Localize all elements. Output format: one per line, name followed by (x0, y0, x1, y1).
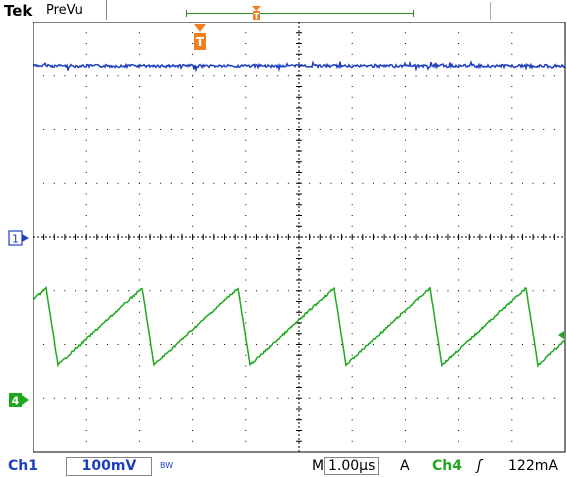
acquisition-mode-label: PreVu (46, 3, 83, 18)
record-view-bar (186, 10, 414, 17)
top-status-bar: Tek PreVu T (0, 0, 567, 22)
ch4-ground-marker[interactable]: 4 (8, 392, 30, 408)
trigger-level-value[interactable]: 122mA (508, 458, 558, 474)
trigger-position-marker[interactable]: T (193, 24, 207, 52)
trigger-level-marker (558, 331, 564, 339)
ch4-marker-label: 4 (12, 395, 20, 408)
trigger-marker-label: T (196, 35, 205, 49)
ch1-ground-marker[interactable]: 1 (8, 230, 30, 246)
ch1-label[interactable]: Ch1 (8, 458, 38, 474)
ch1-marker-label: 1 (12, 233, 19, 246)
bottom-status-bar: Ch1 100mV BW M 1.00µs A Ch4 ʃ 122mA (0, 456, 567, 477)
trigger-slope-icon[interactable]: ʃ (477, 458, 482, 474)
graticule-and-waveforms (32, 21, 566, 453)
ch4-waveform (32, 285, 566, 369)
timebase-label: M (312, 458, 325, 474)
waveform-display[interactable] (32, 21, 567, 454)
ch1-scale-value[interactable]: 100mV (66, 457, 152, 476)
divider (490, 2, 491, 20)
acquisition-indicator: A (400, 458, 410, 474)
ch1-waveform (32, 60, 566, 73)
svg-text:T: T (254, 12, 260, 21)
brand-logo: Tek (4, 2, 33, 20)
trigger-source[interactable]: Ch4 (432, 458, 462, 474)
record-trigger-marker: T (252, 6, 261, 21)
timebase-value[interactable]: 1.00µs (324, 457, 380, 475)
bandwidth-limit-indicator: BW (160, 461, 174, 470)
divider (106, 0, 107, 20)
graticule-grid (32, 21, 566, 453)
